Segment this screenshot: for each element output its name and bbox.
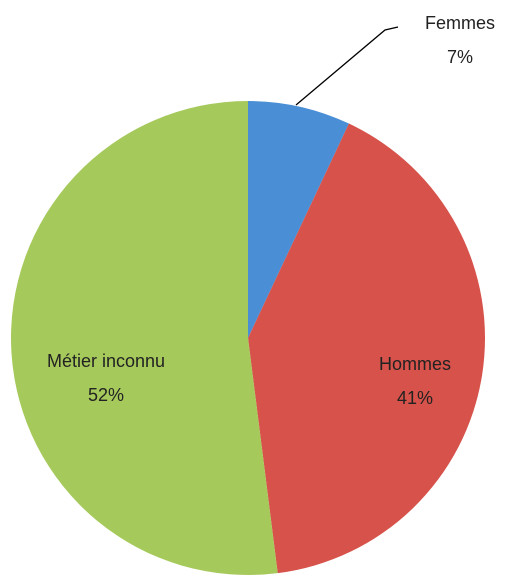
slice-value-label: 52% xyxy=(88,385,124,405)
slice-label: Hommes xyxy=(379,354,451,374)
slice-value-label: 7% xyxy=(447,47,473,67)
pie-slice xyxy=(248,101,349,338)
pie-slice xyxy=(10,101,278,575)
slice-label: Métier inconnu xyxy=(47,351,165,371)
slice-value-label: 41% xyxy=(397,388,433,408)
pie-slice xyxy=(248,123,485,574)
leader-line xyxy=(295,26,399,106)
slice-label: Femmes xyxy=(425,13,495,33)
